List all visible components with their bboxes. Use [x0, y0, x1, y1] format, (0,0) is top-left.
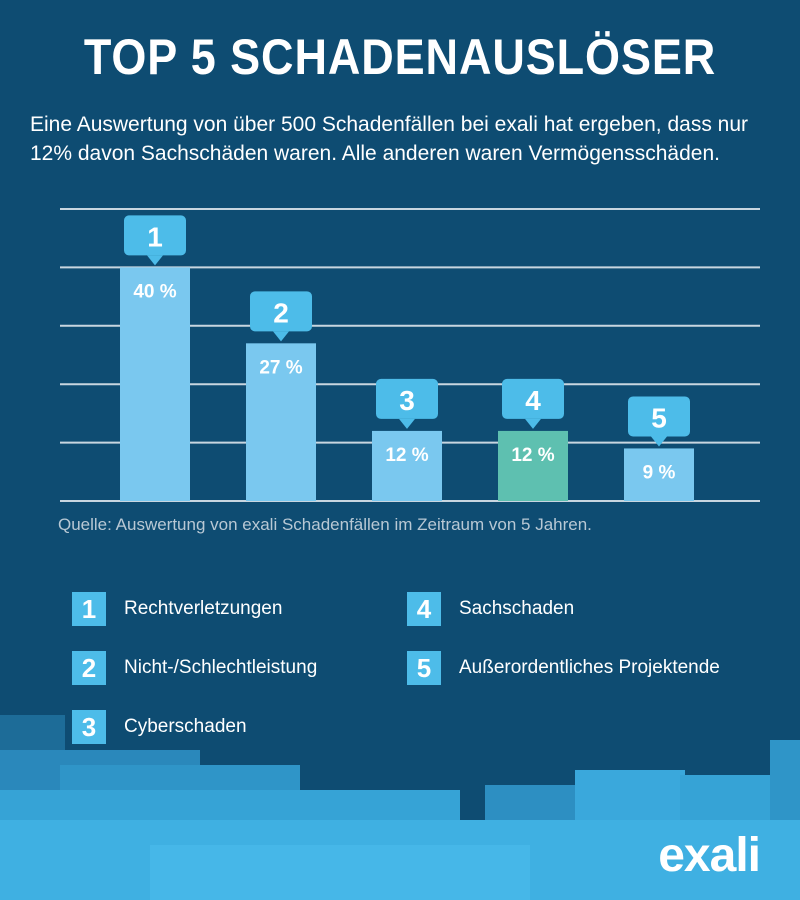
legend-number-4: 4: [407, 592, 441, 626]
bar-1: [120, 267, 190, 501]
rank-badge-pointer-3: [399, 418, 415, 429]
rank-number-1: 1: [147, 221, 163, 252]
rank-number-2: 2: [273, 297, 289, 328]
legend-label-1: Rechtverletzungen: [124, 598, 283, 619]
bar-value-label-2: 27 %: [259, 357, 302, 378]
rank-number-3: 3: [399, 385, 415, 416]
legend-number-5: 5: [407, 651, 441, 685]
legend-item-1: 1 Rechtverletzungen: [72, 592, 282, 626]
bar-4: [498, 430, 568, 501]
bar-value-label-1: 40 %: [133, 281, 176, 302]
legend-number-1: 1: [72, 592, 106, 626]
legend-label-2: Nicht-/Schlechtleistung: [124, 657, 318, 678]
chart-source: Quelle: Auswertung von exali Schadenfäll…: [58, 515, 592, 534]
rank-badge-pointer-4: [525, 418, 541, 429]
rank-badge-5: [628, 396, 690, 437]
legend-label-5: Außerordentliches Projektende: [459, 657, 720, 678]
rank-number-5: 5: [651, 402, 667, 433]
legend-item-4: 4 Sachschaden: [407, 592, 574, 626]
page-title: TOP 5 SCHADENAUSLÖSER: [83, 29, 717, 85]
page-subtitle: Eine Auswertung von über 500 Schadenfäll…: [30, 113, 748, 165]
rank-badge-3: [376, 378, 438, 419]
rank-badge-2: [250, 291, 312, 332]
legend-item-2: 2 Nicht-/Schlechtleistung: [72, 651, 317, 685]
legend-number-3: 3: [72, 710, 106, 744]
rank-badge-1: [124, 215, 186, 256]
rank-badge-pointer-5: [651, 436, 667, 447]
legend-item-5: 5 Außerordentliches Projektende: [407, 651, 720, 685]
legend-item-3: 3 Cyberschaden: [72, 710, 247, 744]
rank-badge-pointer-1: [147, 255, 163, 266]
bar-value-label-4: 12 %: [511, 445, 554, 466]
bar-3: [372, 430, 442, 501]
legend-label-4: Sachschaden: [459, 598, 575, 619]
legend-number-2: 2: [72, 651, 106, 685]
rank-badge-pointer-2: [273, 331, 289, 342]
bar-5: [624, 448, 694, 501]
bar-value-label-3: 12 %: [385, 445, 428, 466]
rank-badge-4: [502, 378, 564, 419]
legend-label-3: Cyberschaden: [124, 716, 247, 737]
rank-number-4: 4: [525, 385, 541, 416]
exali-logo: exali: [658, 829, 761, 882]
bar-2: [246, 343, 316, 501]
bar-value-label-5: 9 %: [643, 462, 676, 483]
